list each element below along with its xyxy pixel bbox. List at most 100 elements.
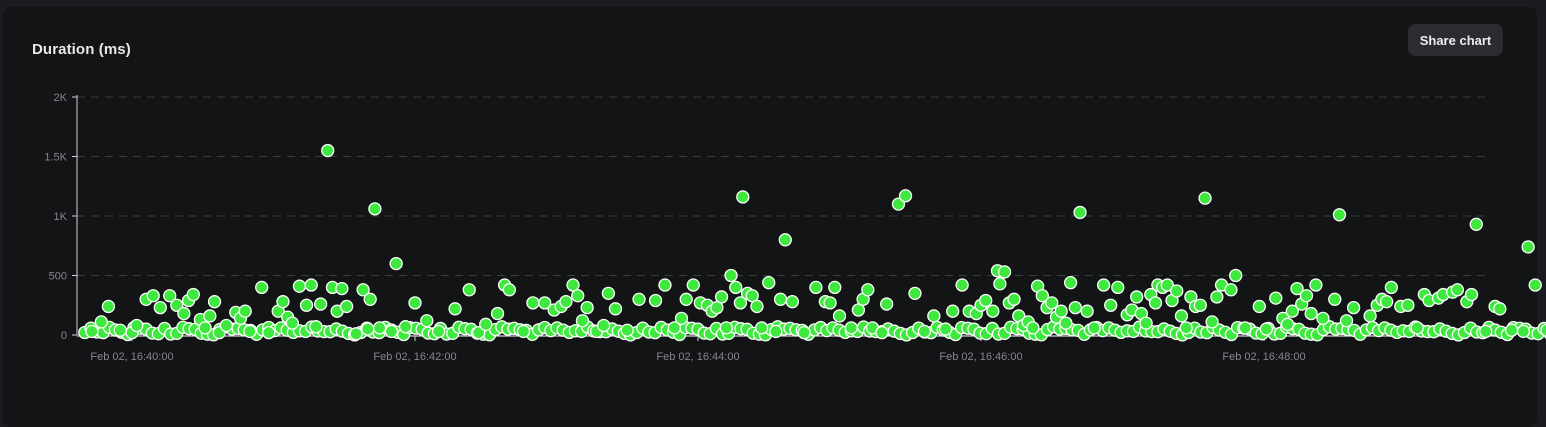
data-point <box>1098 279 1110 291</box>
data-point <box>947 305 959 317</box>
data-point <box>1348 302 1360 314</box>
data-point <box>409 297 421 309</box>
data-point <box>1402 299 1414 311</box>
data-point <box>1333 209 1345 221</box>
data-point <box>621 324 633 336</box>
data-point <box>1260 323 1272 335</box>
data-point <box>433 325 445 337</box>
data-point <box>209 296 221 308</box>
data-point <box>737 191 749 203</box>
data-point <box>187 289 199 301</box>
data-point <box>876 327 888 339</box>
data-point <box>1088 322 1100 334</box>
data-point <box>560 296 572 308</box>
data-point <box>374 322 386 334</box>
data-point <box>829 281 841 293</box>
data-point <box>845 322 857 334</box>
data-point <box>1310 279 1322 291</box>
data-point <box>480 318 492 330</box>
data-point <box>1341 315 1353 327</box>
data-point <box>834 310 846 322</box>
data-point <box>293 280 305 292</box>
data-point <box>999 266 1011 278</box>
data-point <box>1008 293 1020 305</box>
data-point <box>1171 285 1183 297</box>
data-point <box>362 323 374 335</box>
data-point <box>1230 270 1242 282</box>
x-tick-label: Feb 02, 16:48:00 <box>1222 351 1305 363</box>
data-point <box>385 325 397 337</box>
data-point <box>775 293 787 305</box>
data-point <box>286 317 298 329</box>
x-tick-label: Feb 02, 16:40:00 <box>90 351 173 363</box>
data-point <box>1451 284 1463 296</box>
data-point <box>305 279 317 291</box>
data-point <box>178 308 190 320</box>
data-point <box>1282 318 1294 330</box>
data-point <box>1317 312 1329 324</box>
data-point <box>86 325 98 337</box>
data-point <box>1517 325 1529 337</box>
data-point <box>95 316 107 328</box>
data-point <box>527 297 539 309</box>
data-point <box>1206 316 1218 328</box>
data-point <box>1364 310 1376 322</box>
data-point <box>1081 305 1093 317</box>
data-point <box>576 315 588 327</box>
data-point <box>463 284 475 296</box>
data-point <box>756 322 768 334</box>
data-point <box>1466 289 1478 301</box>
data-point <box>659 279 671 291</box>
data-point <box>147 290 159 302</box>
data-point <box>1199 192 1211 204</box>
y-tick-label: 500 <box>49 271 67 283</box>
y-tick-label: 1.5K <box>44 152 67 164</box>
data-point <box>602 287 614 299</box>
data-point <box>572 290 584 302</box>
data-point <box>310 321 322 333</box>
data-points <box>79 145 1546 341</box>
data-point <box>956 279 968 291</box>
data-point <box>881 298 893 310</box>
data-point <box>322 145 334 157</box>
data-point <box>517 325 529 337</box>
data-point <box>633 293 645 305</box>
data-point <box>680 293 692 305</box>
y-tick-label: 1K <box>54 211 68 223</box>
data-point <box>900 190 912 202</box>
data-point <box>1300 290 1312 302</box>
data-point <box>987 305 999 317</box>
data-point <box>1180 322 1192 334</box>
data-point <box>675 312 687 324</box>
data-point <box>1470 218 1482 230</box>
data-point <box>256 281 268 293</box>
data-point <box>369 203 381 215</box>
data-point <box>824 297 836 309</box>
data-point <box>244 325 256 337</box>
data-point <box>1140 317 1152 329</box>
data-point <box>994 278 1006 290</box>
data-point <box>263 327 275 339</box>
data-point <box>1270 292 1282 304</box>
data-point <box>1239 322 1251 334</box>
data-point <box>1522 241 1534 253</box>
data-point <box>336 283 348 295</box>
data-point <box>154 302 166 314</box>
x-tick-label: Feb 02, 16:46:00 <box>939 351 1022 363</box>
data-point <box>716 291 728 303</box>
data-point <box>1175 310 1187 322</box>
data-point <box>492 308 504 320</box>
data-point <box>1194 299 1206 311</box>
data-point <box>1150 297 1162 309</box>
data-point <box>1069 302 1081 314</box>
data-point <box>928 310 940 322</box>
grid-lines <box>77 97 1488 276</box>
data-point <box>390 258 402 270</box>
data-point <box>751 300 763 312</box>
data-point <box>918 325 930 337</box>
data-point <box>810 281 822 293</box>
data-point <box>114 324 126 336</box>
data-point <box>421 315 433 327</box>
data-point <box>909 287 921 299</box>
data-point <box>1506 324 1518 336</box>
